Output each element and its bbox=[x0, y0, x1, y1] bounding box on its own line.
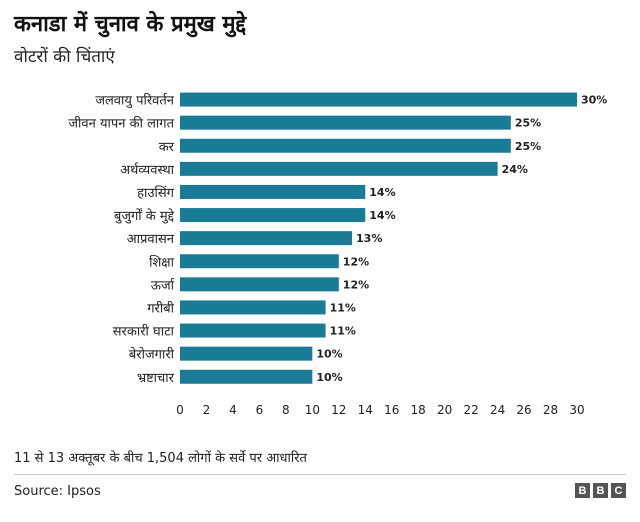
x-tick-label: 8 bbox=[282, 403, 290, 417]
value-label: 25% bbox=[515, 140, 541, 153]
category-label: शिक्षा bbox=[149, 254, 175, 270]
category-label: सरकारी घाटा bbox=[113, 324, 175, 340]
source-text: Source: Ipsos bbox=[14, 484, 101, 499]
x-tick-label: 24 bbox=[490, 403, 505, 417]
category-label: हाउसिंग bbox=[137, 185, 175, 201]
bbc-logo-letter: B bbox=[593, 483, 608, 498]
bbc-logo-letter: B bbox=[575, 483, 590, 498]
value-label: 10% bbox=[316, 348, 342, 361]
bar bbox=[180, 323, 326, 338]
category-label: बुजुर्गों के मुद्दे bbox=[114, 208, 175, 224]
x-tick-label: 28 bbox=[543, 403, 558, 417]
bar bbox=[180, 92, 577, 107]
chart-title: कनाडा में चुनाव के प्रमुख मुद्दे bbox=[14, 12, 247, 37]
bbc-logo: B B C bbox=[575, 483, 626, 498]
x-tick-label: 4 bbox=[229, 403, 237, 417]
bar bbox=[180, 231, 353, 246]
value-label: 12% bbox=[343, 255, 369, 268]
category-label: ऊर्जा bbox=[151, 277, 175, 293]
bar-chart: जलवायु परिवर्तन 30% जीवन यापन की लागत 25% कर… bbox=[68, 92, 607, 417]
bar bbox=[180, 161, 498, 176]
x-tick-label: 0 bbox=[176, 403, 184, 417]
footer-divider bbox=[14, 474, 626, 475]
value-label: 14% bbox=[369, 209, 395, 222]
value-label: 13% bbox=[356, 232, 382, 245]
value-label: 14% bbox=[369, 186, 395, 199]
bar bbox=[180, 208, 366, 223]
bar bbox=[180, 369, 313, 384]
category-label: अर्थव्यवस्था bbox=[120, 162, 175, 178]
value-label: 11% bbox=[330, 325, 356, 338]
x-tick-label: 10 bbox=[305, 403, 320, 417]
x-tick-label: 12 bbox=[331, 403, 346, 417]
value-label: 10% bbox=[316, 371, 342, 384]
x-tick-label: 6 bbox=[256, 403, 264, 417]
category-label: आप्रवासन bbox=[127, 232, 175, 247]
category-label: जलवायु परिवर्तन bbox=[95, 93, 174, 109]
bar bbox=[180, 115, 511, 130]
x-tick-label: 14 bbox=[358, 403, 373, 417]
value-label: 11% bbox=[330, 301, 356, 314]
value-label: 24% bbox=[502, 163, 528, 176]
value-label: 12% bbox=[343, 278, 369, 291]
bar bbox=[180, 300, 326, 315]
category-label: जीवन यापन की लागत bbox=[68, 116, 174, 132]
x-tick-label: 22 bbox=[463, 403, 478, 417]
chart-subtitle: वोटरों की चिंताएं bbox=[14, 47, 115, 67]
bar bbox=[180, 346, 313, 361]
bar bbox=[180, 277, 339, 292]
survey-note: 11 से 13 अक्तूबर के बीच 1,504 लोगों के स… bbox=[14, 451, 307, 466]
bar bbox=[180, 254, 339, 269]
category-label: कर bbox=[159, 140, 175, 155]
x-tick-label: 16 bbox=[384, 403, 399, 417]
x-tick-label: 26 bbox=[516, 403, 531, 417]
bbc-logo-letter: C bbox=[611, 483, 626, 498]
bar bbox=[180, 184, 366, 199]
x-tick-label: 20 bbox=[437, 403, 452, 417]
value-label: 25% bbox=[515, 117, 541, 130]
category-label: बेरोजगारी bbox=[129, 347, 175, 363]
category-label: भ्रष्टाचार bbox=[137, 371, 175, 386]
x-tick-label: 18 bbox=[411, 403, 426, 417]
bar bbox=[180, 138, 511, 153]
x-tick-label: 2 bbox=[203, 403, 211, 417]
x-tick-label: 30 bbox=[569, 403, 584, 417]
category-label: गरीबी bbox=[147, 300, 174, 316]
value-label: 30% bbox=[581, 94, 607, 107]
